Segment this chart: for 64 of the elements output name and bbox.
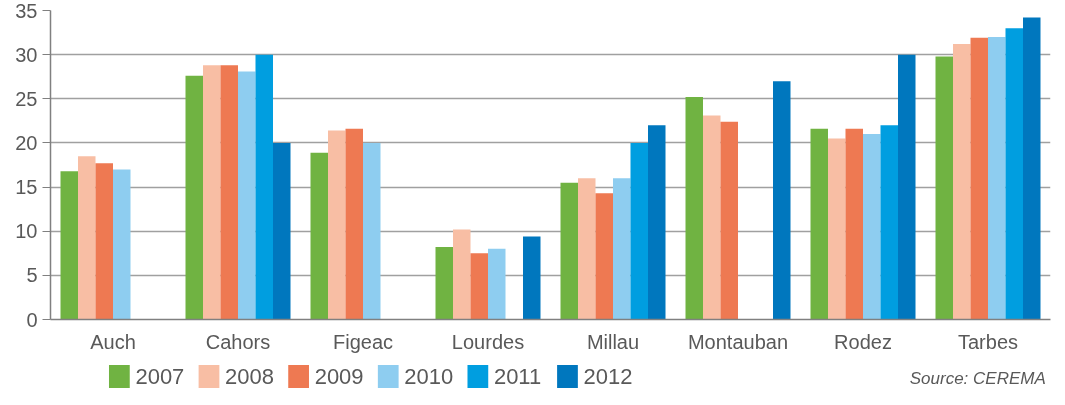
bar — [435, 247, 453, 320]
y-tick-label: 0 — [26, 308, 38, 331]
bar — [345, 128, 363, 320]
x-tick-label: Auch — [90, 330, 136, 353]
bar — [255, 54, 273, 320]
bar — [203, 65, 221, 320]
x-tick-label: Figeac — [332, 330, 394, 353]
x-tick-label: Rodez — [834, 330, 892, 353]
bar — [595, 193, 613, 320]
bar — [773, 81, 791, 320]
legend-label: 2009 — [314, 364, 364, 389]
bar — [453, 229, 471, 320]
bar — [828, 138, 846, 320]
y-tick-label: 35 — [15, 0, 38, 22]
bar — [1005, 28, 1023, 320]
bar — [988, 36, 1006, 320]
bar — [685, 97, 703, 320]
x-tick-label: Millau — [586, 330, 640, 353]
bar — [95, 163, 113, 320]
bar — [863, 134, 881, 320]
bar — [703, 115, 721, 320]
x-tick-label: Lourdes — [451, 330, 525, 353]
bar — [488, 248, 506, 320]
bar — [845, 128, 863, 320]
bar — [238, 71, 256, 320]
bar — [185, 75, 203, 320]
bar — [523, 236, 541, 320]
y-tick-label: 30 — [15, 43, 38, 66]
bar — [630, 142, 648, 320]
bar — [613, 178, 631, 320]
bar — [720, 121, 738, 320]
bar — [560, 182, 578, 320]
bar — [273, 142, 291, 320]
bar — [78, 156, 96, 320]
legend-label: 2010 — [404, 364, 454, 389]
bar — [1023, 17, 1041, 320]
y-tick-label: 10 — [15, 220, 38, 243]
bar — [470, 253, 488, 320]
bar — [648, 125, 666, 320]
bar — [880, 125, 898, 320]
y-tick-label: 20 — [15, 131, 38, 154]
y-tick-label: 15 — [15, 176, 38, 199]
y-tick-label: 5 — [26, 264, 38, 287]
legend-label: 2008 — [225, 364, 274, 389]
bar — [935, 56, 953, 320]
bar — [953, 44, 971, 320]
bar — [578, 178, 596, 320]
bar — [220, 65, 238, 320]
bar — [810, 128, 828, 320]
x-tick-label: Cahors — [205, 330, 271, 353]
bar — [60, 171, 78, 320]
legend-label: 2012 — [583, 364, 633, 389]
source-note: Source: CEREMA — [909, 369, 1046, 389]
x-tick-label: Montauban — [687, 330, 789, 353]
bar — [328, 130, 346, 320]
bar — [363, 142, 381, 320]
y-tick-label: 25 — [15, 87, 38, 110]
bar — [310, 152, 328, 320]
bar — [970, 37, 988, 320]
legend-label: 2007 — [135, 364, 185, 389]
bar — [113, 169, 131, 320]
x-tick-label: Tarbes — [957, 330, 1019, 353]
legend-label: 2011 — [493, 364, 542, 389]
bar — [898, 54, 916, 320]
